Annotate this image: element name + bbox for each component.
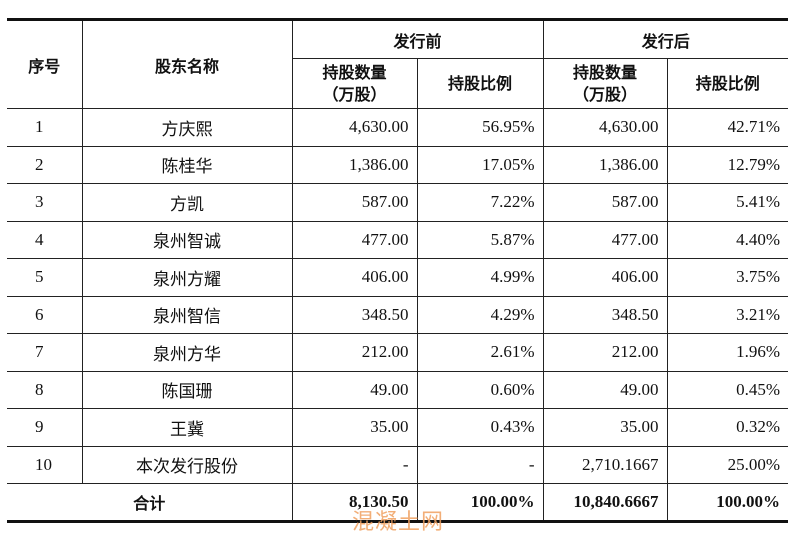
- cell-after-ratio: 25.00%: [666, 445, 789, 484]
- cell-shareholder-name: 王冀: [81, 408, 293, 447]
- table-row: 7 泉州方华 212.00 2.61% 212.00 1.96%: [7, 333, 789, 372]
- header-after-shares: 持股数量 （万股）: [542, 58, 668, 109]
- cell-shareholder-name: 方凯: [81, 183, 293, 222]
- cell-after-shares: 1,386.00: [542, 145, 668, 184]
- cell-after-ratio: 0.32%: [666, 408, 789, 447]
- cell-shareholder-name: 泉州方华: [81, 333, 293, 372]
- cell-before-ratio: 7.22%: [416, 183, 544, 222]
- cell-seq: 6: [7, 295, 83, 334]
- cell-before-ratio: -: [416, 445, 544, 484]
- cell-shareholder-name: 陈桂华: [81, 145, 293, 184]
- cell-before-shares: -: [291, 445, 418, 484]
- table-row: 5 泉州方耀 406.00 4.99% 406.00 3.75%: [7, 258, 789, 297]
- cell-after-shares: 35.00: [542, 408, 668, 447]
- cell-after-ratio: 1.96%: [666, 333, 789, 372]
- cell-seq: 4: [7, 220, 83, 259]
- cell-before-shares: 1,386.00: [291, 145, 418, 184]
- table-row: 3 方凯 587.00 7.22% 587.00 5.41%: [7, 183, 789, 222]
- table-row: 2 陈桂华 1,386.00 17.05% 1,386.00 12.79%: [7, 145, 789, 184]
- cell-before-shares: 406.00: [291, 258, 418, 297]
- cell-before-ratio: 56.95%: [416, 108, 544, 147]
- header-row: 序号 股东名称 发行前 发行后: [7, 19, 789, 109]
- cell-seq: 7: [7, 333, 83, 372]
- shares-label: 持股数量: [322, 62, 387, 82]
- header-after-ratio: 持股比例: [666, 58, 789, 109]
- cell-shareholder-name: 陈国珊: [81, 370, 293, 409]
- cell-seq: 5: [7, 258, 83, 297]
- cell-after-shares: 348.50: [542, 295, 668, 334]
- cell-before-shares: 212.00: [291, 333, 418, 372]
- cell-shareholder-name: 泉州智信: [81, 295, 293, 334]
- subheader-row: 持股数量 （万股） 持股比例 持股数量 （万股） 持股比例: [7, 58, 789, 109]
- cell-before-shares: 348.50: [291, 295, 418, 334]
- cell-seq: 3: [7, 183, 83, 222]
- header-seq: 序号: [7, 19, 83, 109]
- cell-shareholder-name: 泉州智诚: [81, 220, 293, 259]
- cell-seq: 9: [7, 408, 83, 447]
- cell-seq: 2: [7, 145, 83, 184]
- table-row: 10 本次发行股份 - -2,710.1667 25.00%: [7, 445, 789, 484]
- cell-after-ratio: 4.40%: [666, 220, 789, 259]
- total-before-ratio: 100.00%: [416, 483, 544, 522]
- header-before: 发行前: [291, 19, 544, 59]
- cell-before-shares: 477.00: [291, 220, 418, 259]
- watermark: 混凝土网: [352, 510, 445, 535]
- shares-label: 持股数量: [573, 62, 638, 82]
- header-before-shares: 持股数量 （万股）: [292, 58, 418, 109]
- cell-before-shares: 49.00: [291, 370, 418, 409]
- cell-after-ratio: 5.41%: [666, 183, 789, 222]
- total-after-ratio: 100.00%: [666, 483, 789, 522]
- cell-shareholder-name: 泉州方耀: [81, 258, 293, 297]
- cell-before-ratio: 4.99%: [416, 258, 544, 297]
- header-name: 股东名称: [81, 19, 293, 109]
- header-before-ratio: 持股比例: [416, 58, 544, 109]
- cell-after-shares: 4,630.00: [542, 108, 668, 147]
- table-row: 1 方庆熙 4,630.00 56.95% 4,630.00 42.71%: [7, 108, 789, 147]
- cell-after-ratio: 3.75%: [666, 258, 789, 297]
- cell-before-ratio: 17.05%: [416, 145, 544, 184]
- cell-after-shares: 2,710.1667: [542, 445, 668, 484]
- cell-before-shares: 35.00: [291, 408, 418, 447]
- cell-shareholder-name: 本次发行股份: [81, 445, 293, 484]
- cell-seq: 1: [7, 108, 83, 147]
- cell-after-ratio: 12.79%: [666, 145, 789, 184]
- cell-after-shares: 477.00: [542, 220, 668, 259]
- table-row: 9 王冀 35.00 0.43% 35.00 0.32%: [7, 408, 789, 447]
- unit-label: （万股）: [573, 84, 638, 104]
- table-row: 6 泉州智信 348.50 4.29% 348.50 3.21%: [7, 295, 789, 334]
- cell-after-shares: 406.00: [542, 258, 668, 297]
- cell-before-ratio: 0.43%: [416, 408, 544, 447]
- table-body: 1 方庆熙 4,630.00 56.95% 4,630.00 42.71% 2 陈桂华 1,38…: [7, 108, 789, 484]
- table-row: 8 陈国珊 49.00 0.60% 49.00 0.45%: [7, 370, 789, 409]
- total-after-shares: 10,840.6667: [542, 483, 668, 522]
- cell-after-ratio: 42.71%: [666, 108, 789, 147]
- cell-after-shares: 587.00: [542, 183, 668, 222]
- table-row: 4 泉州智诚 477.00 5.87% 477.00 4.40%: [7, 220, 789, 259]
- cell-before-shares: 4,630.00: [291, 108, 418, 147]
- cell-after-shares: 49.00: [542, 370, 668, 409]
- cell-after-ratio: 3.21%: [666, 295, 789, 334]
- cell-after-ratio: 0.45%: [666, 370, 789, 409]
- cell-before-ratio: 4.29%: [416, 295, 544, 334]
- cell-before-ratio: 5.87%: [416, 220, 544, 259]
- cell-before-ratio: 2.61%: [416, 333, 544, 372]
- cell-after-shares: 212.00: [542, 333, 668, 372]
- total-label: 合计: [7, 483, 293, 522]
- header-after: 发行后: [542, 19, 789, 59]
- cell-shareholder-name: 方庆熙: [81, 108, 293, 147]
- total-row: 合计 8,130.50 100.00% 10,840.6667 100.00%: [7, 483, 789, 522]
- cell-seq: 8: [7, 370, 83, 409]
- cell-seq: 10: [7, 445, 83, 484]
- unit-label: （万股）: [322, 84, 387, 104]
- shareholding-table: 序号 股东名称 发行前 发行后 持股数量 （万股） 持股比例 持股数量 （万股） 持…: [7, 18, 789, 523]
- cell-before-shares: 587.00: [291, 183, 418, 222]
- cell-before-ratio: 0.60%: [416, 370, 544, 409]
- total-before-shares: 8,130.50: [291, 483, 418, 522]
